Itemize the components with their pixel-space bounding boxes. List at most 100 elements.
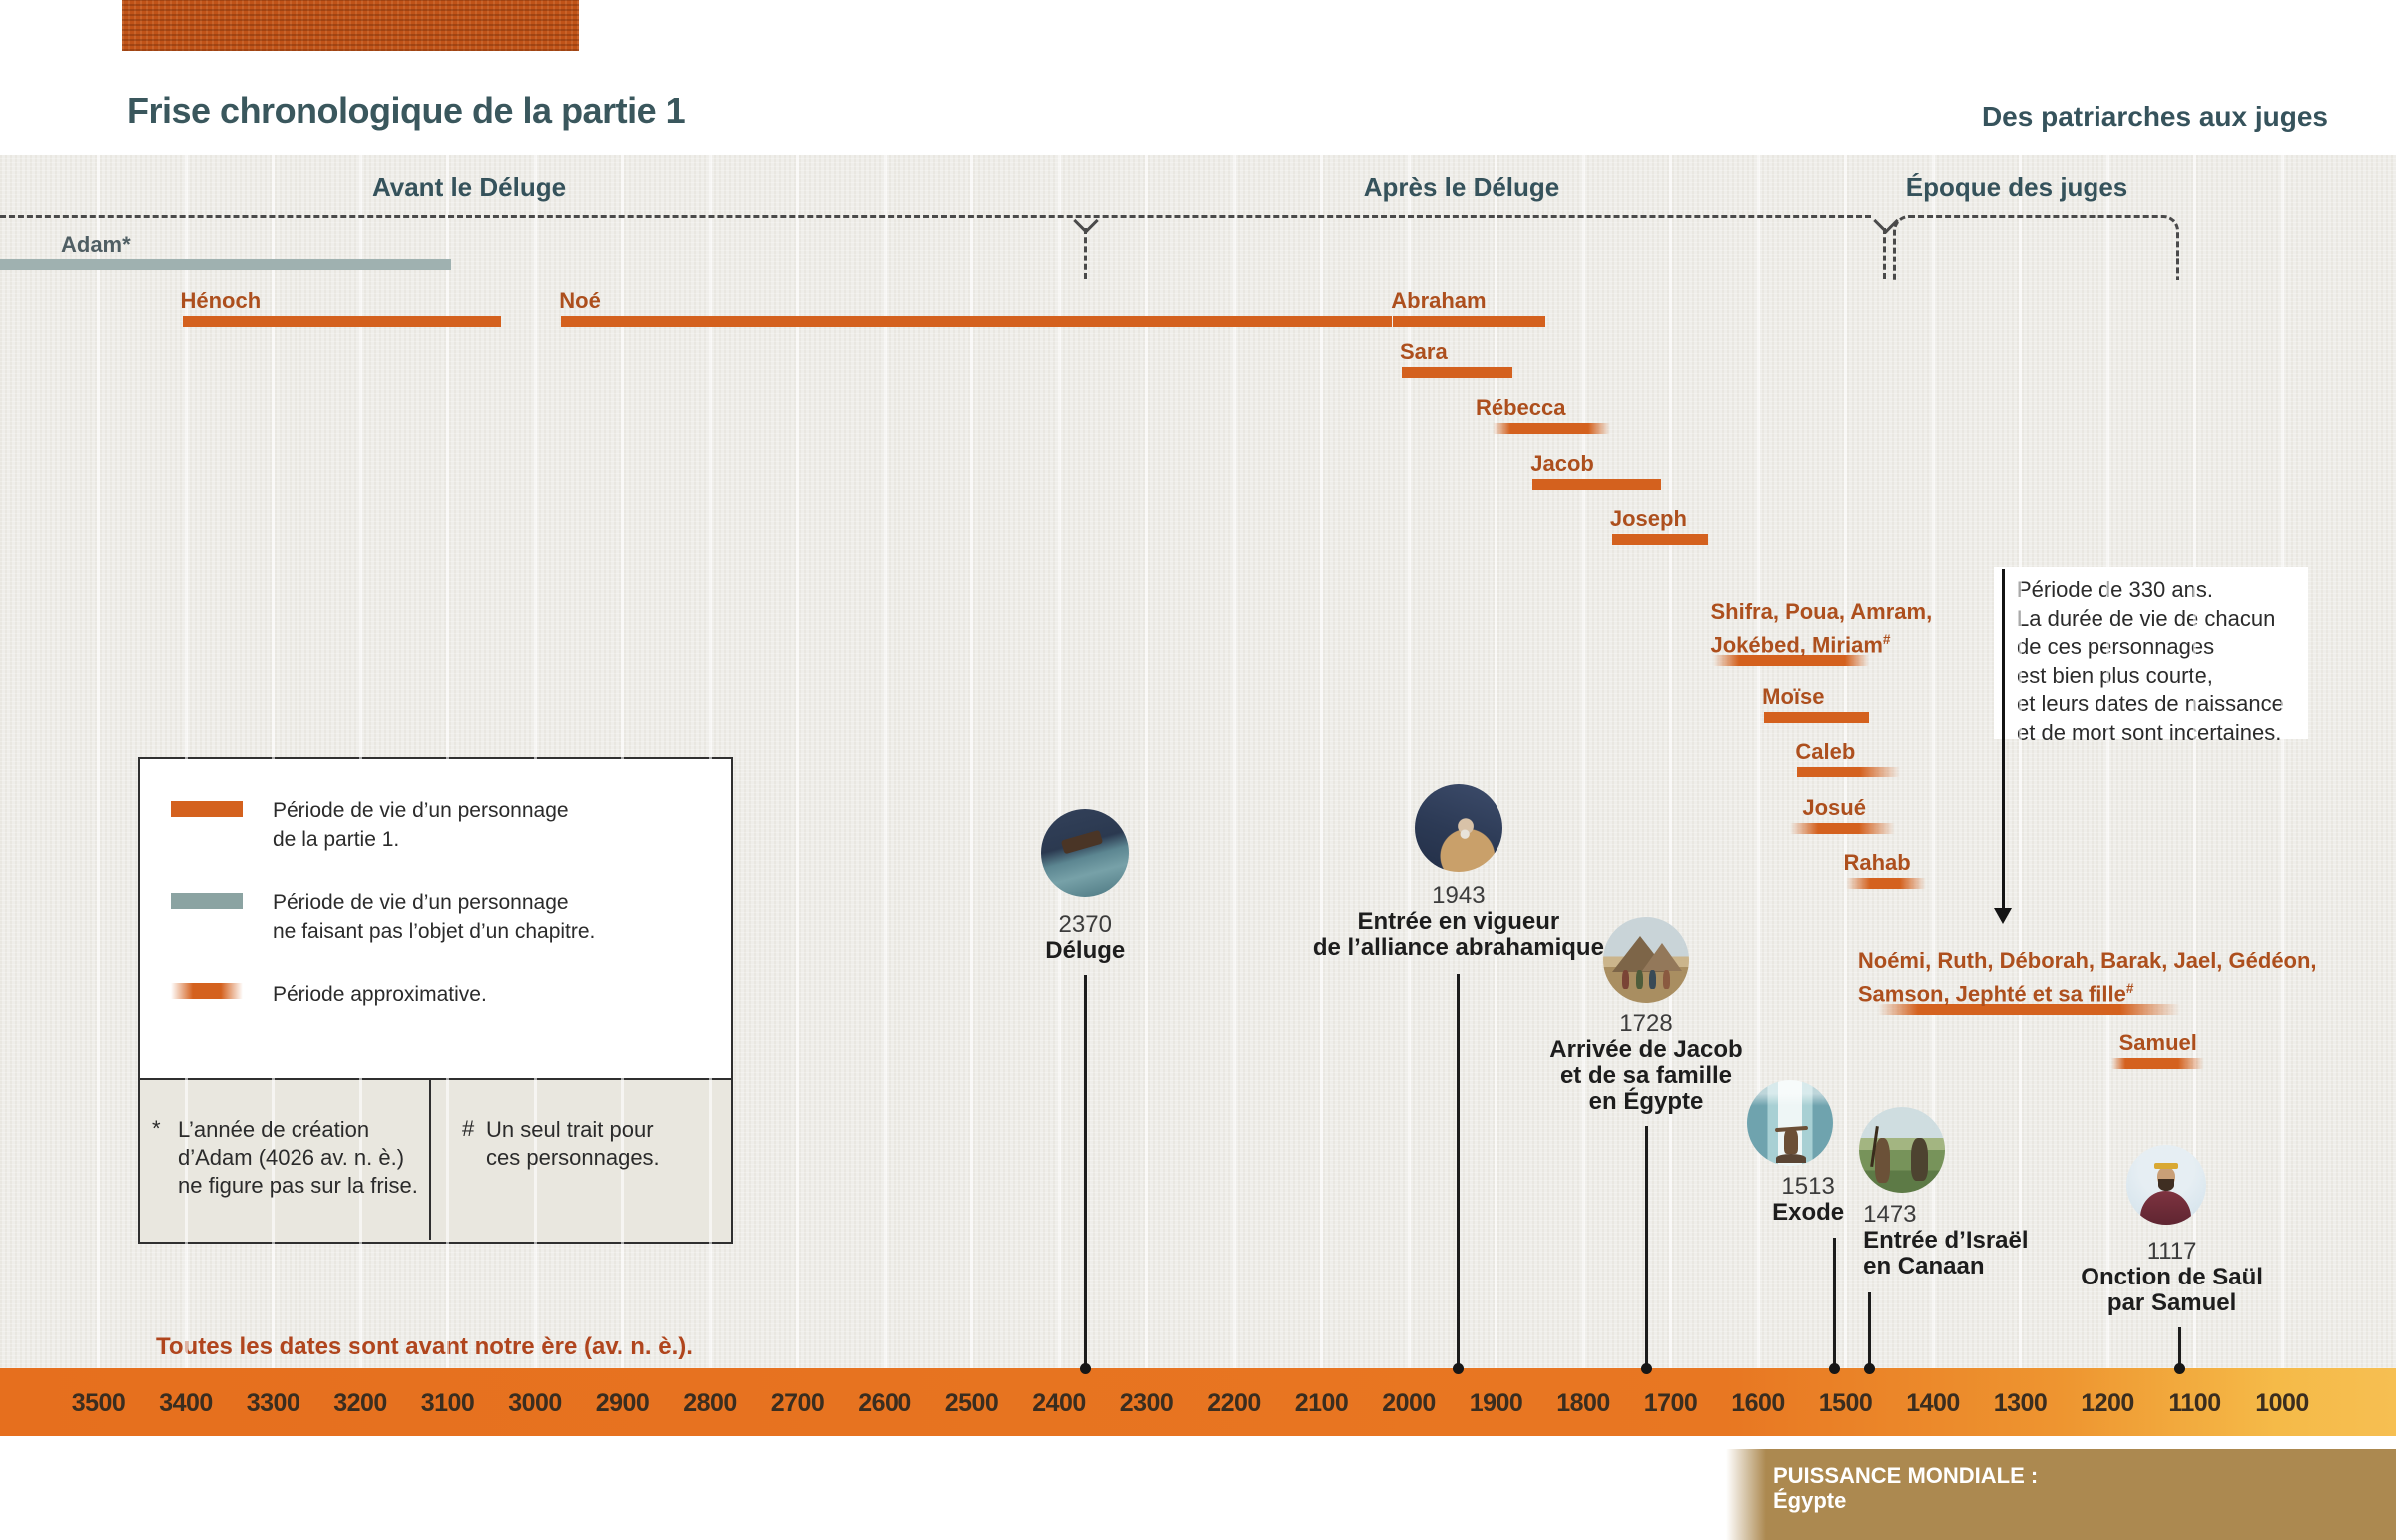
- person-label-text: Noé: [559, 288, 601, 313]
- event-dot-exode: [1828, 1362, 1840, 1374]
- axis-tick-label: 1500: [1818, 1389, 1873, 1417]
- dashed-bracket-judges: [1892, 215, 2179, 280]
- event-title-line: et de sa famille: [1559, 1062, 1733, 1089]
- person-label-shifra-group: Shifra, Poua, Amram, Jokébed, Miriam#: [1711, 598, 1933, 659]
- person-label-abraham: Abraham: [1391, 287, 1486, 315]
- event-dot-egypte: [1640, 1362, 1652, 1374]
- person-bar-caleb: [1797, 767, 1900, 777]
- event-year: 1473: [1863, 1201, 1917, 1228]
- axis-tick-label: 2400: [1032, 1389, 1086, 1417]
- event-title-line: Déluge: [1045, 937, 1126, 964]
- event-year: 1513: [1781, 1173, 1835, 1200]
- footnote-marker-icon: #: [2125, 981, 2134, 996]
- brand-texture-block: [122, 0, 579, 51]
- event-line-alliance: [1457, 974, 1461, 1368]
- spy-figure-icon: [1874, 1137, 1891, 1183]
- dates-note: Toutes les dates sont avant notre ère (a…: [156, 1333, 693, 1360]
- gridline-1500: [1844, 155, 1847, 1368]
- legend-label-line: de la partie 1.: [273, 828, 400, 851]
- event-line-canaan: [1867, 1292, 1871, 1368]
- beard-icon: [2157, 1179, 2175, 1192]
- gridline-2800: [708, 155, 712, 1368]
- person-label-text: Shifra, Poua, Amram,: [1710, 599, 1933, 624]
- person-bar-noe: [561, 316, 1392, 327]
- person-label-jacob: Jacob: [1530, 450, 1594, 478]
- dashed-line-pre-post-deluge: [0, 215, 1871, 218]
- gridline-1200: [2105, 155, 2109, 1368]
- pyramid-icon: [1642, 942, 1683, 971]
- person-label-text: Josué: [1802, 795, 1866, 820]
- note-330-arrow-line: [2002, 569, 2005, 910]
- person-label-rebecca: Rébecca: [1476, 394, 1566, 422]
- event-dot-alliance: [1453, 1362, 1465, 1374]
- period-label-2: Après le Déluge: [1363, 172, 1560, 202]
- person-label-rahab: Rahab: [1844, 849, 1911, 877]
- person-bar-josue: [1790, 823, 1896, 834]
- axis-tick-label: 2100: [1294, 1389, 1349, 1417]
- world-power-label: PUISSANCE MONDIALE :: [1773, 1463, 2039, 1488]
- axis-tick-label: 1800: [1556, 1389, 1610, 1417]
- gridline-2100: [1320, 155, 1323, 1368]
- person-bar-samuel: [2111, 1058, 2205, 1069]
- event-illustration-saul: [2125, 1145, 2206, 1225]
- person-bar-moise: [1764, 712, 1870, 723]
- world-power-name: Égypte: [1773, 1488, 1847, 1513]
- footnote-box: [138, 1078, 733, 1244]
- event-title-line: Onction de Saül: [2081, 1264, 2263, 1290]
- event-title-line: en Égypte: [1588, 1088, 1704, 1115]
- person-label-text: Sara: [1400, 339, 1448, 364]
- axis-tick-label: 3100: [420, 1389, 475, 1417]
- event-dot-canaan: [1863, 1362, 1875, 1374]
- event-title-line: de l’alliance abrahamique: [1312, 934, 1604, 961]
- person-label-adam: Adam*: [61, 231, 131, 258]
- event-text-egypte: 1728 Arrivée de Jacob et de sa famille en É…: [1549, 1011, 1742, 1115]
- person-label-sara: Sara: [1400, 338, 1448, 366]
- legend-label-line: Période de vie d’un personnage: [273, 799, 569, 822]
- event-illustration-deluge: [1041, 809, 1130, 897]
- axis-tick-label: 2900: [595, 1389, 650, 1417]
- footnote-marker-icon: #: [1882, 632, 1891, 647]
- year-axis: [0, 1368, 2396, 1436]
- gridline-3000: [533, 155, 537, 1368]
- event-text-exode: 1513 Exode: [1772, 1174, 1844, 1226]
- axis-tick-label: 3200: [333, 1389, 387, 1417]
- axis-tick-label: 3300: [246, 1389, 300, 1417]
- axis-tick-label: 1000: [2255, 1389, 2309, 1417]
- legend-label-line: Période approximative.: [273, 983, 487, 1006]
- event-year: 1728: [1619, 1010, 1673, 1037]
- axis-tick-label: 1900: [1469, 1389, 1523, 1417]
- person-label-text: Adam*: [61, 232, 131, 257]
- event-illustration-exode: [1747, 1080, 1834, 1166]
- gold-crown-icon: [2154, 1162, 2178, 1169]
- traveler-figure-icon: [1649, 970, 1657, 990]
- event-text-canaan: 1473 Entrée d’Israël en Canaan: [1863, 1202, 2028, 1280]
- axis-tick-label: 2300: [1119, 1389, 1174, 1417]
- gridline-2500: [970, 155, 973, 1368]
- note-330-line: La durée de vie de chacun: [2017, 605, 2276, 631]
- gridline-3300: [272, 155, 275, 1368]
- gridline-2300: [1145, 155, 1148, 1368]
- gridline-1800: [1581, 155, 1585, 1368]
- note-330-arrow-head-icon: [1994, 908, 2012, 924]
- event-year: 1117: [2146, 1238, 2197, 1265]
- axis-tick-label: 2800: [683, 1389, 737, 1417]
- person-bar-shifra-group: [1712, 655, 1870, 666]
- event-title-line: Arrivée de Jacob: [1549, 1036, 1743, 1063]
- legend-label-line: ne faisant pas l’objet d’un chapitre.: [273, 920, 596, 943]
- period-label-3: Époque des juges: [1905, 172, 2128, 202]
- gridline-3400: [184, 155, 188, 1368]
- period-label-1: Avant le Déluge: [371, 172, 567, 202]
- event-dot-deluge: [1079, 1362, 1091, 1374]
- traveler-figure-icon: [1635, 970, 1643, 990]
- event-illustration-canaan: [1859, 1107, 1946, 1193]
- event-line-exode: [1832, 1238, 1836, 1368]
- spy-figure-icon: [1910, 1137, 1928, 1181]
- footnote-line: L’année de création: [178, 1117, 370, 1142]
- person-label-text: Joseph: [1609, 506, 1687, 531]
- person-label-text: Caleb: [1795, 739, 1856, 764]
- note-330-line: et de mort sont incertaines.: [2017, 719, 2282, 745]
- dashed-drop-deluge-boundary: [1083, 228, 1087, 279]
- person-label-josue: Josué: [1802, 794, 1866, 822]
- person-bar-abraham: [1393, 316, 1546, 327]
- axis-tick-label: 1300: [1993, 1389, 2048, 1417]
